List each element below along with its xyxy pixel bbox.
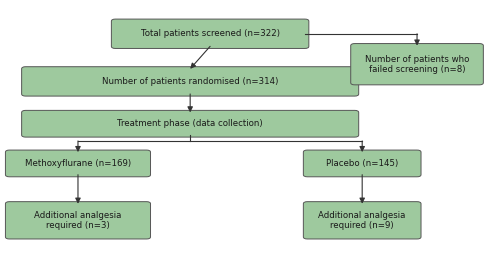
Text: Total patients screened (n=322): Total patients screened (n=322) [140,29,280,38]
Text: Number of patients randomised (n=314): Number of patients randomised (n=314) [102,77,279,86]
Text: Number of patients who
failed screening (n=8): Number of patients who failed screening … [365,55,469,74]
FancyBboxPatch shape [6,202,150,239]
Text: Additional analgesia
required (n=3): Additional analgesia required (n=3) [34,211,122,230]
Text: Methoxyflurane (n=169): Methoxyflurane (n=169) [25,159,131,168]
FancyBboxPatch shape [304,202,421,239]
Text: Treatment phase (data collection): Treatment phase (data collection) [118,119,263,128]
FancyBboxPatch shape [304,150,421,177]
Text: Additional analgesia
required (n=9): Additional analgesia required (n=9) [318,211,406,230]
FancyBboxPatch shape [22,110,358,137]
FancyBboxPatch shape [350,44,484,85]
FancyBboxPatch shape [22,67,358,96]
FancyBboxPatch shape [112,19,309,48]
Text: Placebo (n=145): Placebo (n=145) [326,159,398,168]
FancyBboxPatch shape [6,150,150,177]
